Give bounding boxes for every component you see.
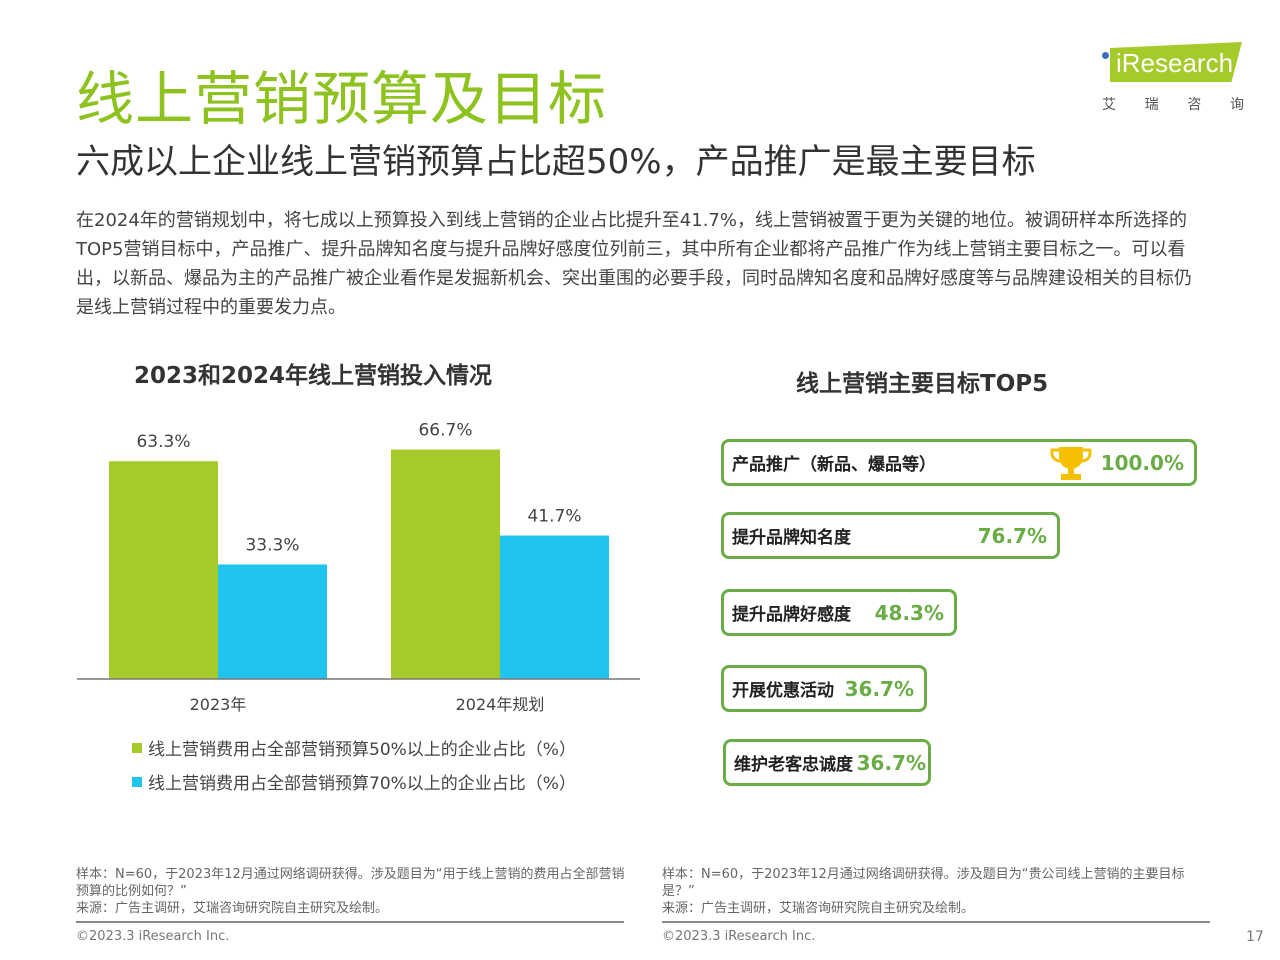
- budget-bar-chart: 63.3% 33.3% 2023年 66.7% 41.7% 2024年规划: [77, 421, 640, 714]
- goal-label: 维护老客忠诚度: [734, 755, 853, 775]
- bar: [109, 461, 218, 679]
- legend-swatch-green: [132, 742, 142, 753]
- logo-cn-char: 咨: [1187, 97, 1202, 113]
- bar-value-label: 41.7%: [527, 507, 581, 527]
- divider: [662, 921, 1210, 923]
- legend-label: 线上营销费用占全部营销预算50%以上的企业占比（%）: [148, 740, 576, 760]
- logo-cn-char: 艾: [1102, 97, 1116, 113]
- goal-value: 48.3%: [874, 600, 944, 625]
- divider: [76, 921, 624, 923]
- copyright: ©2023.3 iResearch Inc.: [662, 929, 816, 944]
- legend-item: 线上营销费用占全部营销预算50%以上的企业占比（%）: [132, 735, 576, 760]
- goal-row: 提升品牌好感度 48.3%: [721, 589, 957, 636]
- iresearch-logo: iResearch 艾 瑞 咨 询: [1100, 42, 1245, 114]
- goal-row: 维护老客忠诚度 36.7%: [723, 739, 931, 786]
- page-number: 17: [1246, 929, 1264, 945]
- goal-label: 提升品牌知名度: [732, 528, 851, 548]
- bar-value-label: 66.7%: [418, 421, 472, 441]
- logo-brand: iResearch: [1116, 48, 1234, 78]
- goal-value: 36.7%: [856, 750, 926, 775]
- x-tick-label: 2023年: [190, 695, 247, 714]
- legend-item: 线上营销费用占全部营销预算70%以上的企业占比（%）: [132, 769, 576, 794]
- bar: [500, 535, 609, 679]
- x-tick-label: 2024年规划: [456, 695, 545, 714]
- chart-title: 2023和2024年线上营销投入情况: [134, 363, 493, 389]
- bar: [391, 449, 500, 679]
- goal-row: 开展优惠活动 36.7%: [721, 665, 927, 712]
- bar-value-label: 63.3%: [136, 432, 190, 452]
- page-title: 线上营销预算及目标: [76, 65, 608, 133]
- summary-paragraph: 在2024年的营销规划中，将七成以上预算投入到线上营销的企业占比提升至41.7%…: [76, 210, 1192, 318]
- logo-cn-char: 询: [1229, 97, 1244, 113]
- left-sample-note: 样本：N=60，于2023年12月通过网络调研获得。涉及题目为“用于线上营销的费…: [76, 867, 625, 899]
- goal-label: 提升品牌好感度: [732, 605, 851, 625]
- copyright: ©2023.3 iResearch Inc.: [76, 929, 230, 944]
- goal-value: 36.7%: [844, 676, 914, 701]
- bar-value-label: 33.3%: [245, 535, 299, 555]
- goal-value: 100.0%: [1100, 450, 1184, 475]
- legend-swatch-blue: [132, 776, 142, 787]
- right-source-note: 来源：广告主调研，艾瑞咨询研究院自主研究及绘制。: [662, 901, 975, 916]
- page-subtitle: 六成以上企业线上营销预算占比超50%，产品推广是最主要目标: [76, 142, 1036, 182]
- top5-title: 线上营销主要目标TOP5: [796, 371, 1049, 397]
- goal-label: 开展优惠活动: [732, 681, 834, 701]
- right-sample-note: 样本：N=60，于2023年12月通过网络调研获得。涉及题目为“贵公司线上营销的…: [662, 867, 1185, 899]
- goal-row: 产品推广（新品、爆品等） 100.0%: [721, 439, 1197, 486]
- trophy-icon: [1050, 446, 1092, 480]
- logo-cn-char: 瑞: [1144, 97, 1159, 113]
- goal-value: 76.7%: [977, 523, 1047, 548]
- bar: [218, 564, 327, 679]
- left-source-note: 来源：广告主调研，艾瑞咨询研究院自主研究及绘制。: [76, 901, 389, 916]
- goal-row: 提升品牌知名度 76.7%: [721, 512, 1060, 559]
- goal-label: 产品推广（新品、爆品等）: [732, 455, 936, 475]
- legend-label: 线上营销费用占全部营销预算70%以上的企业占比（%）: [148, 774, 576, 794]
